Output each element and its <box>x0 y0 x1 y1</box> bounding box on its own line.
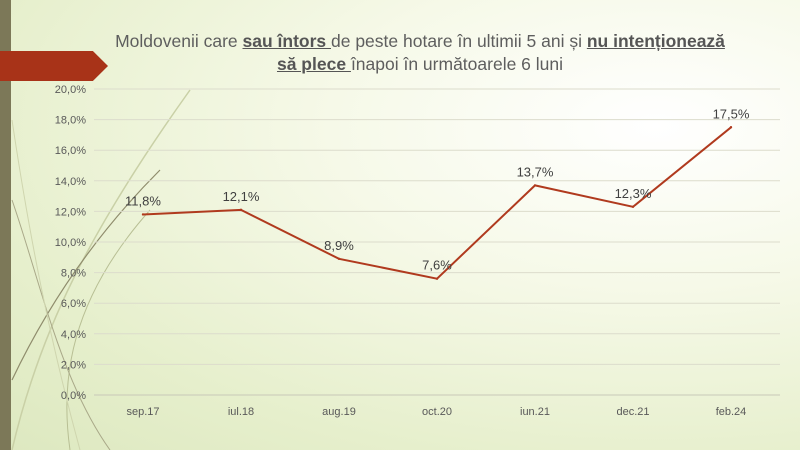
y-tick-label: 10,0% <box>55 237 86 249</box>
y-tick-label: 2,0% <box>61 359 86 371</box>
data-point <box>435 277 439 280</box>
x-tick-label: aug.19 <box>322 406 356 418</box>
y-tick-label: 8,0% <box>61 268 86 280</box>
title-emphasis-1: sau întors <box>242 31 331 51</box>
data-label: 12,3% <box>615 186 652 201</box>
left-sidebar-bar <box>0 0 11 450</box>
data-point <box>239 208 243 212</box>
title-part-3: înapoi în următoarele 6 luni <box>350 54 564 74</box>
y-tick-label: 4,0% <box>61 329 86 341</box>
x-tick-label: feb.24 <box>716 406 747 418</box>
y-tick-label: 18,0% <box>55 115 86 127</box>
x-tick-label: iul.18 <box>228 406 254 418</box>
data-point <box>729 126 733 129</box>
y-tick-label: 16,0% <box>55 145 86 157</box>
data-label: 17,5% <box>713 106 750 121</box>
data-point <box>337 257 341 261</box>
data-label: 7,6% <box>422 258 452 273</box>
y-tick-label: 6,0% <box>61 298 86 310</box>
title-part-2: de peste hotare în ultimii 5 ani și <box>331 31 587 51</box>
x-tick-label: iun.21 <box>520 406 550 418</box>
data-label: 11,8% <box>125 193 161 208</box>
data-label: 8,9% <box>324 238 354 253</box>
y-tick-label: 20,0% <box>55 84 86 96</box>
title-part-1: Moldovenii care <box>115 31 243 51</box>
data-point <box>631 205 635 209</box>
data-label: 13,7% <box>517 164 554 179</box>
title-emphasis-2: nu intenționează să plece <box>276 31 725 74</box>
x-tick-label: oct.20 <box>422 406 452 418</box>
data-point <box>141 213 145 216</box>
y-tick-label: 12,0% <box>55 206 86 218</box>
x-tick-label: sep.17 <box>126 406 159 418</box>
data-label: 12,1% <box>223 189 260 204</box>
x-tick-label: dec.21 <box>616 406 649 418</box>
y-tick-label: 0,0% <box>61 390 86 402</box>
chart-title: Moldovenii care sau întors de peste hota… <box>110 30 730 76</box>
title-arrow-marker <box>0 51 108 81</box>
y-tick-label: 14,0% <box>55 176 86 188</box>
data-point <box>533 184 537 187</box>
